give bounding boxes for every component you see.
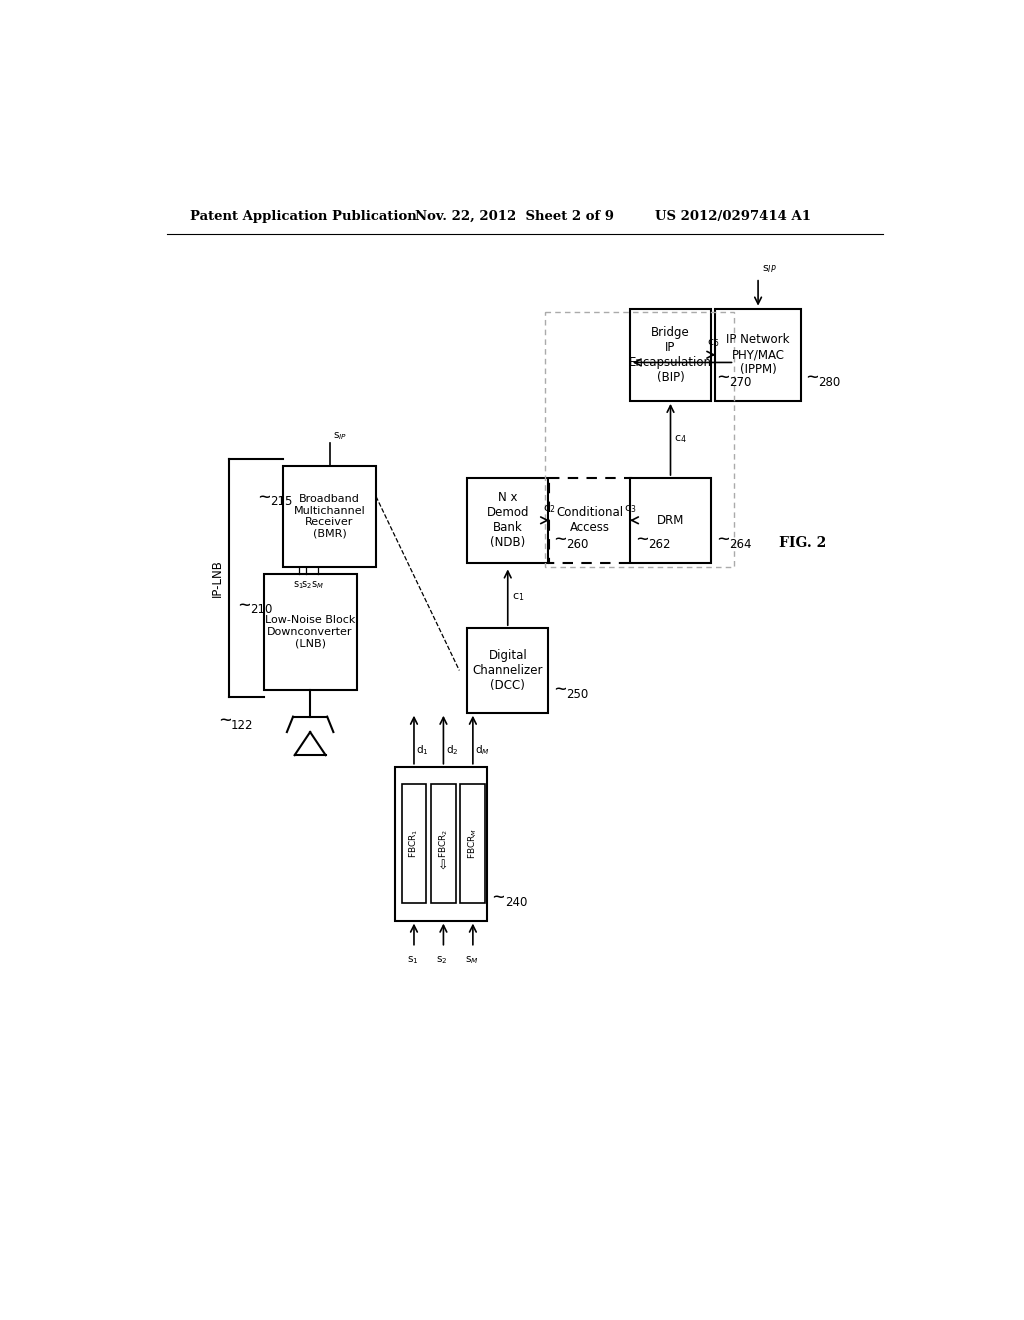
Text: IP Network
PHY/MAC
(IPPM): IP Network PHY/MAC (IPPM) <box>726 333 790 376</box>
Bar <box>630 309 712 401</box>
Text: ⇩: ⇩ <box>438 859 449 873</box>
Text: d$_2$: d$_2$ <box>445 743 459 758</box>
Text: FBCR$_1$: FBCR$_1$ <box>408 829 420 858</box>
Bar <box>630 478 712 562</box>
Text: s$_2$: s$_2$ <box>301 578 311 590</box>
Bar <box>716 309 801 401</box>
Text: DRM: DRM <box>656 513 684 527</box>
Text: s$_M$: s$_M$ <box>465 954 478 966</box>
Text: c$_1$: c$_1$ <box>512 591 524 603</box>
Text: c$_3$: c$_3$ <box>624 503 637 515</box>
Text: ~: ~ <box>219 711 230 730</box>
Text: s$_1$: s$_1$ <box>407 954 418 966</box>
Text: Digital
Channelizer
(DCC): Digital Channelizer (DCC) <box>472 649 543 692</box>
Text: ~: ~ <box>717 531 729 549</box>
Text: c$_5$: c$_5$ <box>708 338 720 350</box>
Text: N x
Demod
Bank
(NDB): N x Demod Bank (NDB) <box>486 491 529 549</box>
Bar <box>263 574 356 689</box>
Bar <box>401 784 426 903</box>
Text: ~: ~ <box>554 531 566 549</box>
Text: 122: 122 <box>231 718 254 731</box>
Bar <box>395 767 486 921</box>
Text: ~: ~ <box>239 595 250 615</box>
Text: ~: ~ <box>258 487 269 507</box>
Text: FIG. 2: FIG. 2 <box>778 536 826 550</box>
Text: 215: 215 <box>270 495 292 508</box>
Text: 210: 210 <box>251 603 272 616</box>
Text: 250: 250 <box>566 688 589 701</box>
Text: FBCR$_2$: FBCR$_2$ <box>437 829 450 858</box>
Bar <box>283 466 376 566</box>
Text: s$_{IP}$: s$_{IP}$ <box>333 430 346 442</box>
Text: Conditional
Access: Conditional Access <box>556 507 624 535</box>
Text: 270: 270 <box>729 376 752 389</box>
Text: s$_{IP}$: s$_{IP}$ <box>762 264 777 276</box>
Bar <box>467 478 549 562</box>
Bar <box>549 478 631 562</box>
Text: Patent Application Publication: Patent Application Publication <box>190 210 417 223</box>
Bar <box>467 628 549 713</box>
Text: US 2012/0297414 A1: US 2012/0297414 A1 <box>655 210 811 223</box>
Text: 260: 260 <box>566 537 589 550</box>
Text: 264: 264 <box>729 537 752 550</box>
Bar <box>461 784 485 903</box>
Text: 280: 280 <box>818 376 841 389</box>
Text: s$_2$: s$_2$ <box>436 954 447 966</box>
Text: Low-Noise Block
Downconverter
(LNB): Low-Noise Block Downconverter (LNB) <box>265 615 355 648</box>
Text: Bridge
IP
Encapsulation
(BIP): Bridge IP Encapsulation (BIP) <box>629 326 712 384</box>
Text: s$_M$: s$_M$ <box>311 578 325 590</box>
Text: c$_2$: c$_2$ <box>543 503 555 515</box>
Bar <box>431 784 456 903</box>
Text: ~: ~ <box>636 531 648 549</box>
Text: ~: ~ <box>493 888 505 907</box>
Text: s$_1$: s$_1$ <box>293 578 304 590</box>
Text: Broadband
Multichannel
Receiver
(BMR): Broadband Multichannel Receiver (BMR) <box>294 494 366 539</box>
Text: ~: ~ <box>807 368 818 387</box>
Text: 262: 262 <box>648 537 671 550</box>
Text: ~: ~ <box>554 680 566 700</box>
Text: ~: ~ <box>717 368 729 387</box>
Bar <box>546 313 734 566</box>
Text: d$_1$: d$_1$ <box>417 743 429 758</box>
Text: 240: 240 <box>505 896 527 908</box>
Text: Nov. 22, 2012  Sheet 2 of 9: Nov. 22, 2012 Sheet 2 of 9 <box>415 210 613 223</box>
Text: d$_M$: d$_M$ <box>475 743 489 758</box>
Text: FBCR$_M$: FBCR$_M$ <box>467 828 479 859</box>
Text: c$_4$: c$_4$ <box>675 433 687 445</box>
Text: IP-LNB: IP-LNB <box>211 560 223 597</box>
